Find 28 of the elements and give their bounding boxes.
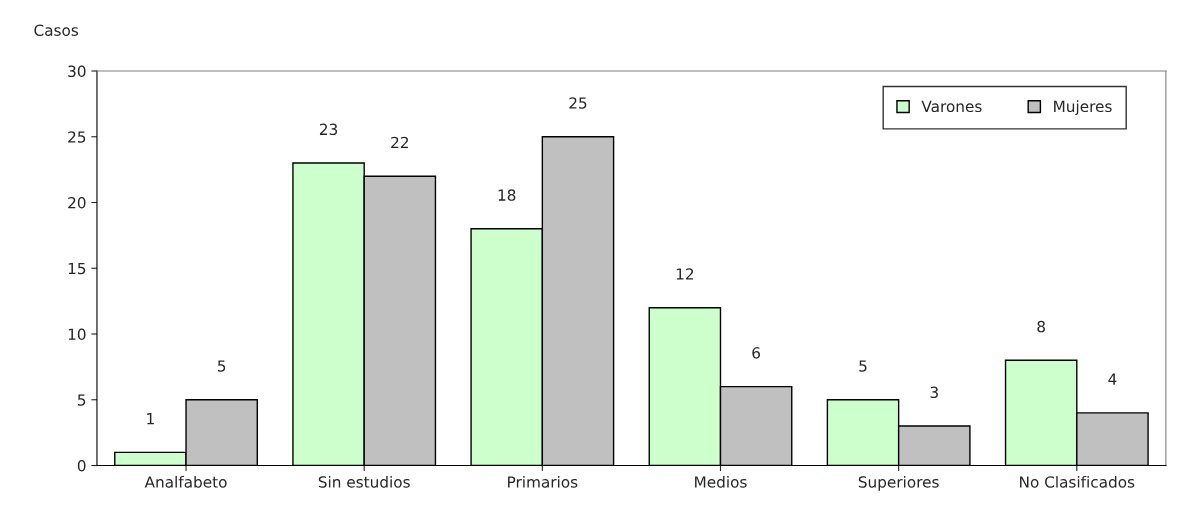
y-tick-label: 15 xyxy=(68,262,86,275)
y-tick-label: 20 xyxy=(68,196,86,209)
y-tick-label: 25 xyxy=(68,131,86,143)
data-label: 18 xyxy=(498,189,516,201)
data-label: 3 xyxy=(930,386,938,399)
y-tick-label: 30 xyxy=(68,65,86,78)
x-tick-label: Sin estudios xyxy=(318,475,410,488)
legend-label: Varones xyxy=(921,100,982,113)
data-label: 12 xyxy=(676,268,694,280)
x-tick-label: Medios xyxy=(695,475,747,488)
legend-label: Mujeres xyxy=(1054,100,1112,116)
data-label: 22 xyxy=(391,136,409,149)
x-tick-label: No Clasificados xyxy=(1020,475,1135,488)
data-label: 23 xyxy=(319,123,338,136)
y-tick-label: 0 xyxy=(77,459,86,472)
data-label: 1 xyxy=(147,413,154,425)
y-axis-title: Casos xyxy=(34,24,79,36)
x-tick-label: Primarios xyxy=(508,475,578,488)
data-label: 6 xyxy=(752,347,761,359)
data-label: 5 xyxy=(859,360,867,372)
y-tick-label: 10 xyxy=(68,328,86,341)
data-label: 8 xyxy=(1037,320,1045,333)
x-tick-label: Superiores xyxy=(858,475,939,491)
x-tick-label: Analfabeto xyxy=(144,475,227,488)
y-tick-label: 5 xyxy=(78,394,86,406)
data-label: 4 xyxy=(1108,373,1117,385)
data-label: 25 xyxy=(569,97,587,109)
data-label: 5 xyxy=(217,360,226,372)
